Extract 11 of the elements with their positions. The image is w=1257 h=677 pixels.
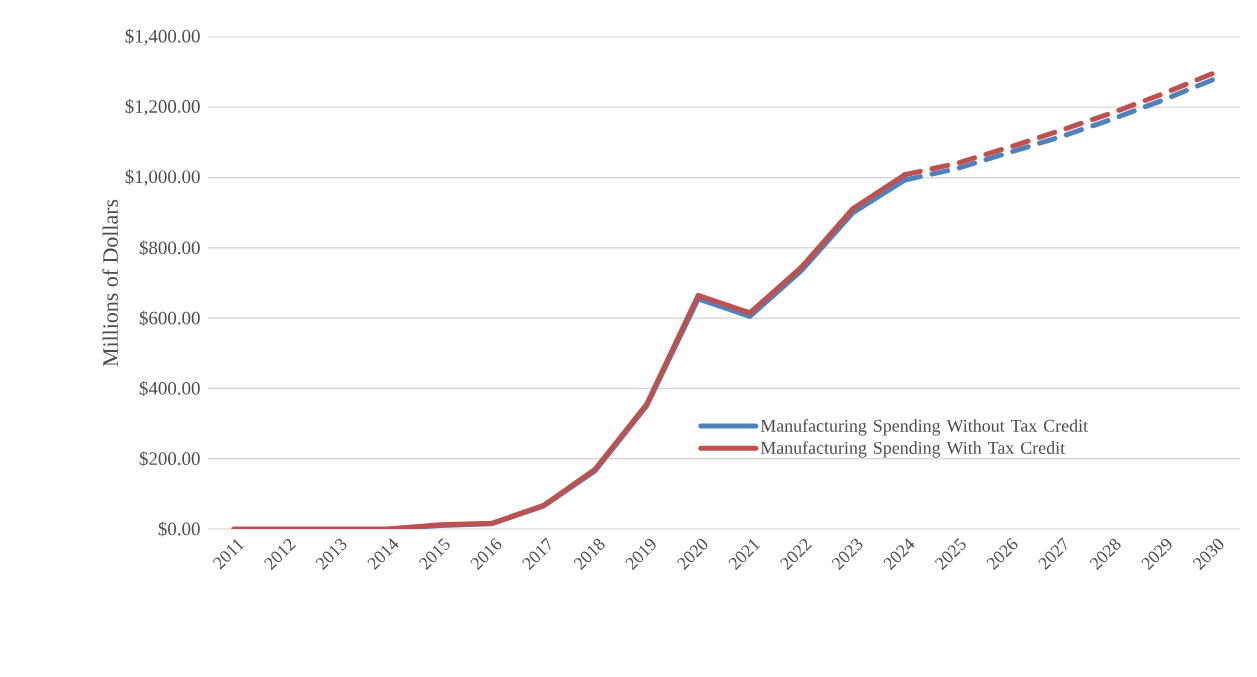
y-tick-label: $800.00: [139, 240, 200, 256]
y-tick-label: $1,400.00: [125, 28, 200, 46]
y-tick-label: $400.00: [139, 380, 200, 396]
y-tick-label: $1,200.00: [125, 98, 200, 116]
legend-label: Manufacturing Spending Without Tax Credit: [760, 419, 1088, 436]
legend-label: Manufacturing Spending With Tax Credit: [760, 441, 1066, 458]
y-tick-label: $600.00: [139, 310, 200, 326]
y-tick-label: $0.00: [158, 521, 200, 537]
y-tick-label: $1,000.00: [125, 169, 200, 186]
y-axis-title: Millions of Dollars: [102, 199, 118, 367]
y-tick-label: $200.00: [139, 451, 200, 467]
